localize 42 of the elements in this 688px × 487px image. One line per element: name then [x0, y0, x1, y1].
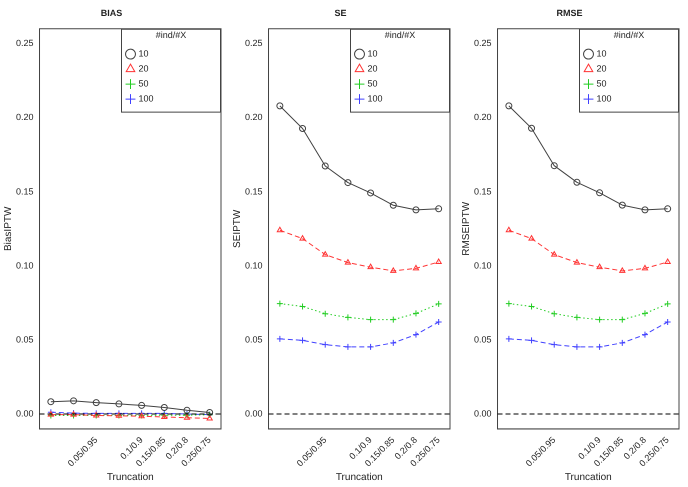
y-tick-label: 0.15 — [474, 186, 492, 196]
y-tick-label: 0.10 — [474, 260, 492, 270]
y-tick-label: 0.20 — [474, 112, 492, 122]
legend-label: 50 — [368, 78, 378, 89]
y-axis-title: BiasIPTW — [2, 206, 14, 252]
legend-label: 10 — [138, 48, 149, 59]
y-tick-label: 0.05 — [16, 334, 34, 344]
y-tick-label: 0.05 — [244, 334, 263, 344]
legend-label: 100 — [138, 94, 154, 104]
legend-label: 20 — [596, 64, 607, 74]
chart-title: SE — [334, 8, 347, 18]
legend-label: 50 — [138, 78, 149, 89]
y-tick-label: 0.10 — [244, 260, 263, 270]
chart-title: RMSE — [556, 8, 583, 18]
y-tick-label: 0.20 — [16, 112, 34, 122]
y-axis-title: RMSEIPTW — [460, 201, 472, 256]
legend-label: 20 — [368, 64, 378, 74]
y-tick-label: 0.10 — [16, 260, 34, 270]
x-axis-title: Truncation — [106, 472, 154, 483]
y-tick-label: 0.05 — [474, 334, 492, 344]
x-axis-title: Truncation — [564, 472, 612, 483]
y-tick-label: 0.20 — [244, 112, 263, 122]
chart-title: BIAS — [100, 8, 122, 18]
legend-label: 20 — [138, 64, 149, 74]
legend-label: 10 — [368, 48, 378, 59]
legend-title: #ind/#X — [614, 30, 644, 40]
y-tick-label: 0.15 — [244, 186, 263, 196]
y-tick-label: 0.25 — [474, 38, 492, 48]
legend-label: 100 — [596, 94, 612, 104]
y-tick-label: 0.25 — [244, 38, 263, 48]
legend-label: 50 — [596, 78, 607, 89]
y-tick-label: 0.25 — [16, 38, 34, 48]
y-tick-label: 0.00 — [16, 408, 34, 418]
y-tick-label: 0.00 — [244, 408, 263, 418]
legend-label: 10 — [596, 48, 607, 59]
x-axis-title: Truncation — [336, 472, 383, 483]
y-axis-title: SEIPTW — [232, 209, 243, 248]
y-tick-label: 0.00 — [474, 408, 492, 418]
y-tick-label: 0.15 — [16, 186, 34, 196]
legend-title: #ind/#X — [156, 30, 186, 40]
legend-label: 100 — [368, 94, 383, 104]
legend-title: #ind/#X — [384, 30, 416, 40]
